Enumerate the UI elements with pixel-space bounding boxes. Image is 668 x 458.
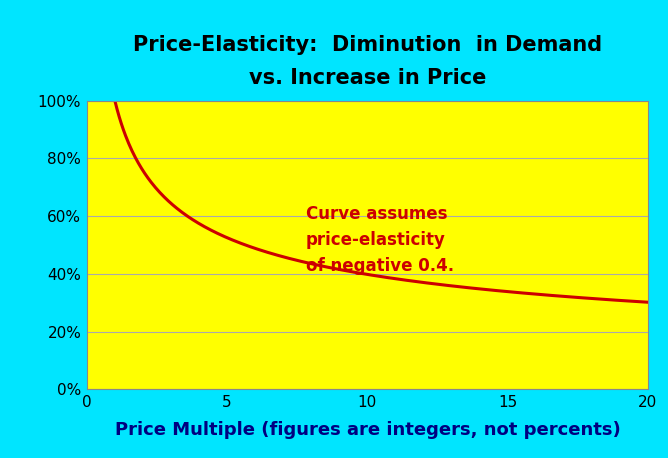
Text: Curve assumes
price-elasticity
of negative 0.4.: Curve assumes price-elasticity of negati… [306, 205, 454, 275]
Title: Price-Elasticity:  Diminution  in Demand
vs. Increase in Price: Price-Elasticity: Diminution in Demand v… [133, 35, 602, 88]
X-axis label: Price Multiple (figures are integers, not percents): Price Multiple (figures are integers, no… [114, 421, 621, 439]
